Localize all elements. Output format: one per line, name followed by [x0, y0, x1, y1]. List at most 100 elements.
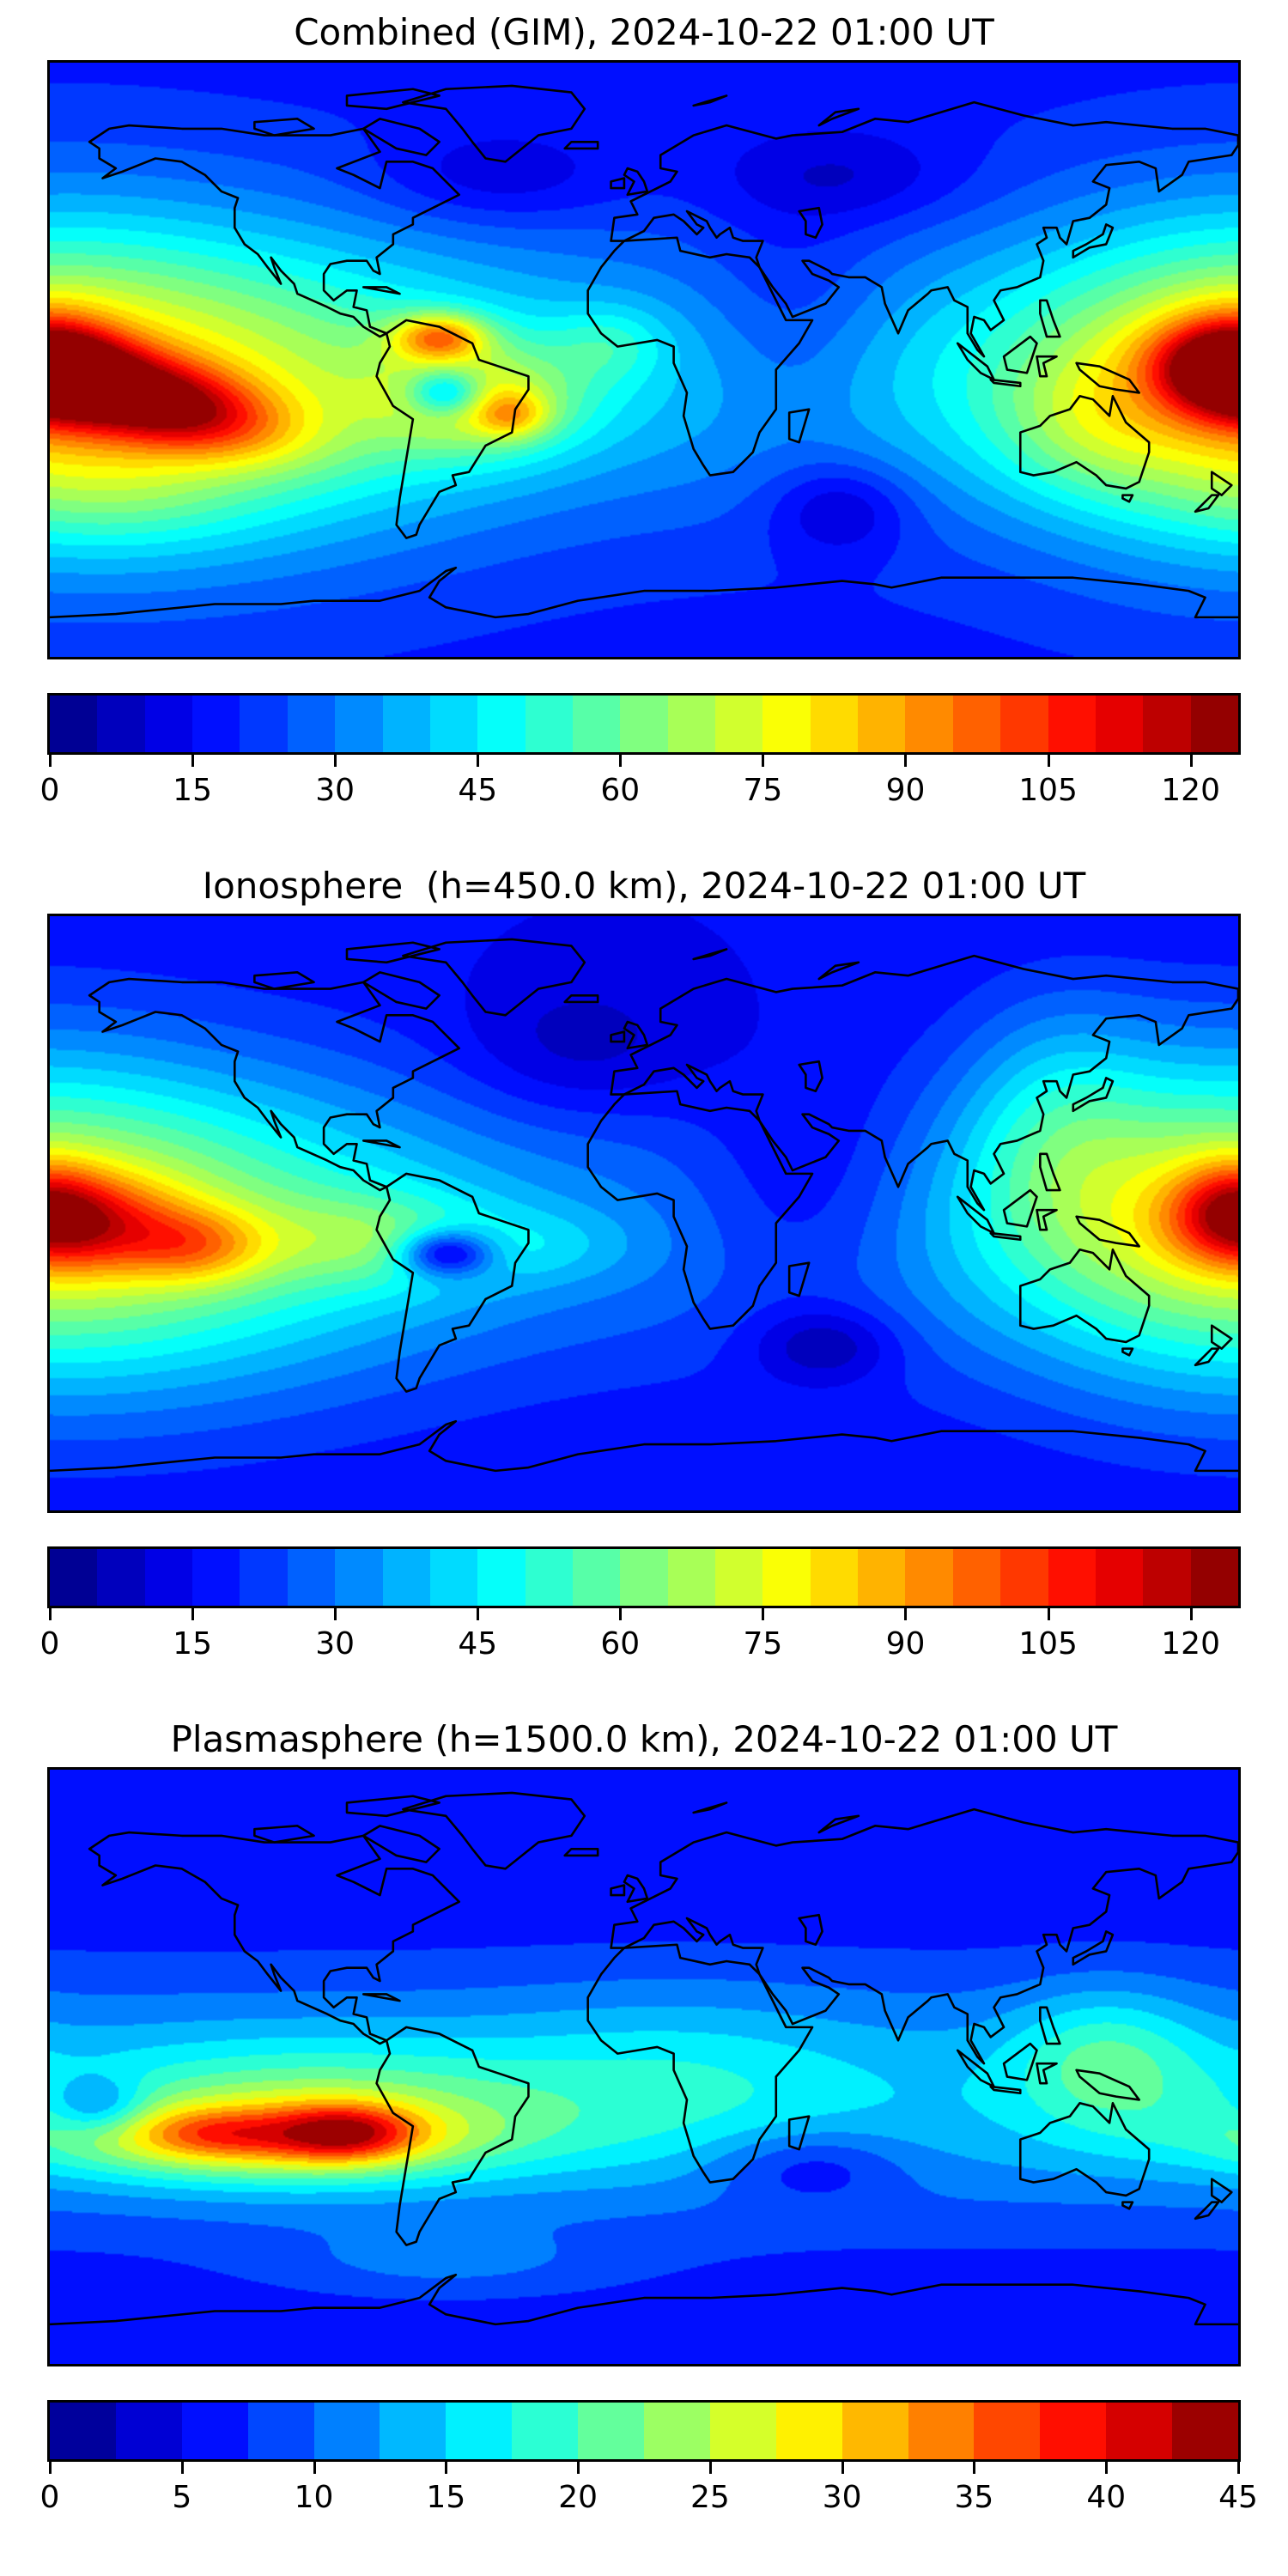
colorbar-segment [287, 1549, 336, 1606]
colorbar-segment [1000, 696, 1048, 752]
colorbar-segment [50, 696, 98, 752]
coastline [1020, 2103, 1149, 2196]
colorbar-tick-label: 25 [690, 2480, 730, 2515]
coastline [50, 568, 1238, 617]
colorbar-ticks: 0 15 30 45 60 75 90 105 120 [40, 1608, 1238, 1677]
coastline [1040, 2008, 1060, 2044]
colorbar-tick-label: 15 [173, 773, 212, 808]
colorbar-segment [192, 696, 240, 752]
coastline [254, 118, 313, 135]
colorbar-segment [240, 696, 288, 752]
coastline [957, 1197, 993, 1233]
coastline [991, 1233, 1021, 1240]
colorbar-tick-mark [334, 755, 337, 767]
colorbar-segment [841, 2403, 908, 2459]
colorbar-segment [810, 1549, 859, 1606]
coastline [89, 1832, 459, 2044]
colorbar-segment [1143, 1549, 1191, 1606]
colorbar-segment [952, 1549, 1001, 1606]
coastline [1122, 2202, 1133, 2209]
coastline [1195, 495, 1218, 512]
coastline [624, 1022, 647, 1048]
coastline [694, 1802, 726, 1813]
colorbar-tick-label: 0 [39, 1626, 60, 1662]
colorbar-tick-mark [904, 1608, 908, 1620]
colorbar-segment [50, 1549, 98, 1606]
colorbar-segment [192, 1549, 240, 1606]
colorbar-tick-mark [1105, 2462, 1109, 2474]
colorbar-tick-mark [619, 1608, 623, 1620]
combined-panel: Combined (GIM), 2024-10-22 01:00 UT 0 15 3… [0, 11, 1288, 865]
colorbar-segment [810, 696, 859, 752]
coastlines [50, 916, 1238, 1510]
coastlines [50, 1770, 1238, 2364]
colorbar-segment [247, 2403, 314, 2459]
coastline [50, 2275, 1238, 2324]
colorbar-tick-mark [191, 1608, 195, 1620]
colorbar-segment [477, 696, 526, 752]
colorbar-tick-mark [1047, 1608, 1050, 1620]
coastline [1122, 495, 1133, 502]
colorbar [47, 2400, 1241, 2462]
coastline [1077, 363, 1139, 393]
colorbar-tick-label: 75 [743, 1626, 783, 1662]
coastline [377, 1174, 529, 1392]
panel-title: Plasmasphere (h=1500.0 km), 2024-10-22 0… [170, 1718, 1118, 1760]
colorbar-tick-label: 90 [885, 773, 926, 808]
coastline [1020, 1249, 1149, 1342]
colorbar-tick-mark [973, 2462, 976, 2474]
coastline [403, 939, 584, 1015]
colorbar-segment [572, 696, 621, 752]
colorbar-tick-mark [577, 2462, 580, 2474]
coastline [363, 972, 439, 1008]
colorbar-tick-mark [762, 755, 765, 767]
coastline [957, 343, 993, 380]
colorbar-segment [287, 696, 336, 752]
colorbar-segment [1172, 2403, 1239, 2459]
colorbar-segment [667, 696, 716, 752]
colorbar-segment [50, 2403, 116, 2459]
colorbar-segment [762, 1549, 811, 1606]
coastline [1212, 472, 1231, 495]
colorbar-segment [952, 696, 1001, 752]
coastline [991, 2087, 1021, 2093]
colorbar-segment [446, 2403, 513, 2459]
colorbar-tick-label: 35 [954, 2480, 994, 2515]
coastline [50, 1421, 1238, 1471]
colorbar-segment [620, 1549, 668, 1606]
tec-field [50, 63, 1238, 657]
colorbar-tick-label: 15 [426, 2480, 466, 2515]
coastline [588, 238, 812, 476]
colorbar-tick-mark [191, 755, 195, 767]
colorbar-segment [905, 1549, 953, 1606]
colorbar-segment [715, 1549, 763, 1606]
coastline [957, 2050, 993, 2087]
colorbar-segment [1190, 696, 1238, 752]
coastline [694, 95, 726, 106]
colorbar-tick-label: 40 [1086, 2480, 1127, 2515]
colorbar-tick-mark [313, 2462, 316, 2474]
colorbar-segment [1048, 696, 1096, 752]
coastline [611, 1809, 1238, 2063]
colorbar-segment [144, 696, 193, 752]
colorbar-segment [97, 696, 145, 752]
colorbar-segment [477, 1549, 526, 1606]
coastline [1036, 1210, 1056, 1230]
colorbar-tick-label: 120 [1161, 1626, 1220, 1662]
colorbar-tick-mark [1047, 755, 1050, 767]
colorbar-segment [313, 2403, 380, 2459]
ionosphere-tec-map [47, 914, 1241, 1513]
colorbar-segment [1095, 696, 1144, 752]
coastline [363, 1994, 399, 2001]
tec-field [50, 916, 1238, 1510]
colorbar-segment [382, 696, 430, 752]
coastline [611, 956, 1238, 1210]
coastline [254, 1826, 313, 1842]
coastline [624, 168, 647, 195]
coastline [1004, 337, 1036, 373]
coastline [799, 1915, 823, 1945]
coastline [1122, 1349, 1133, 1356]
colorbar-segment [578, 2403, 645, 2459]
coastline [347, 1796, 440, 1816]
colorbar-ticks: 0 5 10 15 20 25 30 35 40 45 [40, 2462, 1258, 2530]
